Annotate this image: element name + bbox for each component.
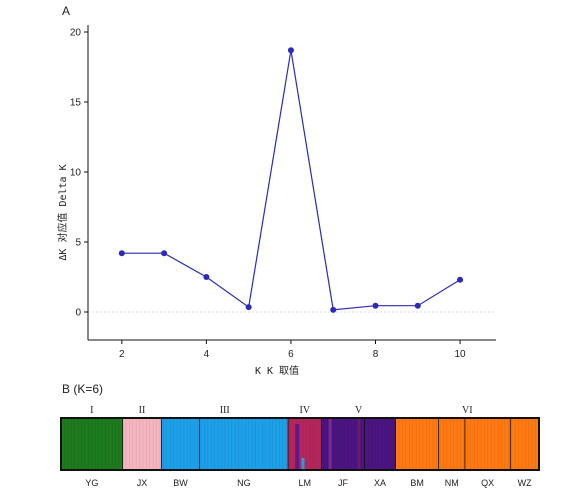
- data-point-k10: [457, 276, 464, 283]
- group-label-I: I: [90, 405, 93, 416]
- x-tick-label: 10: [454, 349, 466, 360]
- x-axis-title: K K 取值: [255, 364, 299, 377]
- group-label-II: II: [139, 405, 146, 416]
- data-point-k2: [118, 250, 125, 257]
- cluster-block-III: [161, 418, 289, 470]
- structure-frame: [60, 417, 540, 471]
- population-label: NM: [445, 478, 459, 488]
- data-point-k9: [414, 302, 421, 309]
- population-label: QX: [481, 478, 494, 488]
- population-label: JF: [338, 478, 349, 488]
- data-point-k7: [330, 306, 337, 313]
- group-label-V: V: [355, 405, 363, 416]
- population-label: JX: [137, 478, 148, 488]
- admixture-mark: [357, 418, 361, 470]
- population-label: XA: [374, 478, 386, 488]
- delta-k-line-chart: 0 5 10 15 20 2 4 6 8 10 K K 取值 ΔK 对应值 Delta K: [56, 25, 496, 377]
- admixture-mark: [301, 458, 305, 470]
- group-label-IV: IV: [299, 405, 310, 416]
- x-tick-label: 6: [288, 349, 294, 360]
- population-label: WZ: [518, 478, 532, 488]
- x-tick-label: 8: [373, 349, 379, 360]
- data-point-k5: [245, 304, 252, 311]
- population-label: NG: [237, 478, 251, 488]
- panel-a-label: A: [62, 4, 71, 18]
- data-point-k8: [372, 302, 379, 309]
- y-tick-label: 20: [70, 28, 82, 39]
- y-tick-label: 5: [75, 238, 81, 249]
- group-label-VI: VI: [462, 405, 473, 416]
- admixture-mark: [295, 424, 300, 470]
- population-label: BM: [410, 478, 424, 488]
- y-tick-label: 15: [70, 98, 82, 109]
- x-tick-label: 4: [204, 349, 210, 360]
- data-point-k3: [161, 250, 168, 257]
- population-label: LM: [299, 478, 312, 488]
- y-tick-label: 10: [70, 168, 82, 179]
- cluster-block-I: [61, 418, 123, 470]
- admixture-mark: [328, 418, 332, 470]
- population-label: YG: [85, 478, 98, 488]
- data-point-k6: [287, 47, 294, 54]
- group-label-III: III: [220, 405, 230, 416]
- data-point-k4: [203, 274, 210, 280]
- cluster-block-II: [122, 418, 162, 470]
- x-tick-label: 2: [119, 349, 125, 360]
- population-label: BW: [173, 478, 188, 488]
- cluster-block-VI: [395, 418, 539, 470]
- y-axis-title: ΔK 对应值 Delta K: [56, 164, 69, 260]
- panel-b-label: B (K=6): [62, 382, 104, 396]
- cluster-block-IV: [288, 418, 322, 470]
- y-tick-label: 0: [75, 308, 81, 319]
